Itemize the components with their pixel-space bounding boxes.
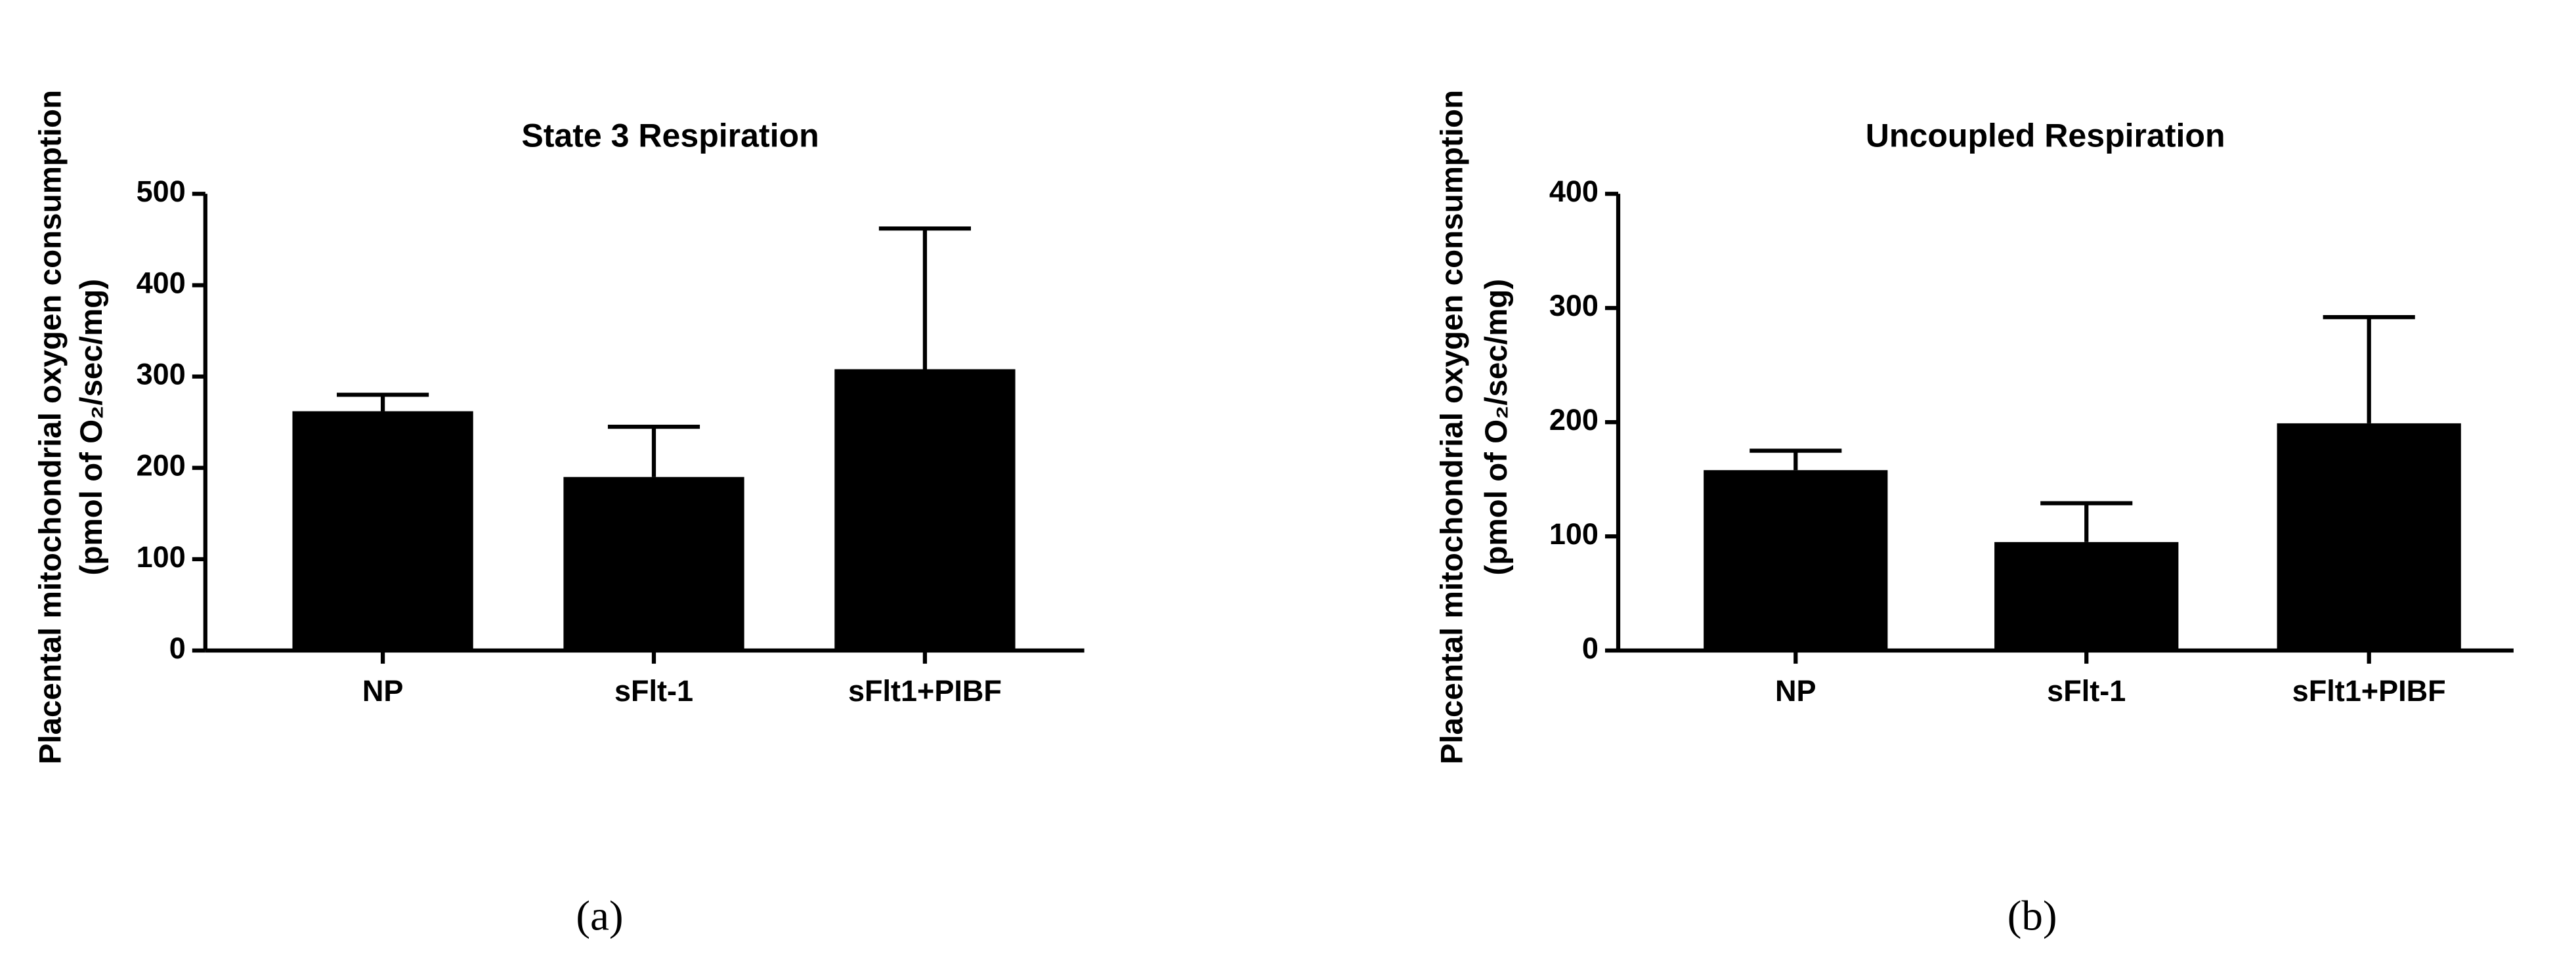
- x-tick-label: sFlt-1: [614, 674, 693, 708]
- panel-label: (b): [2007, 892, 2057, 939]
- bar: [2277, 423, 2461, 651]
- bar: [1704, 470, 1888, 651]
- x-tick-label: sFlt-1: [2047, 674, 2126, 708]
- chart-title: State 3 Respiration: [521, 117, 819, 154]
- y-axis-label: Placental mitochondrial oxygen consumpti…: [1434, 90, 1469, 764]
- x-tick-label: NP: [362, 674, 404, 708]
- y-tick-label: 400: [137, 266, 186, 299]
- y-tick-label: 500: [137, 175, 186, 208]
- bar: [1994, 542, 2179, 651]
- y-tick-label: 400: [1549, 175, 1599, 208]
- chart-title: Uncoupled Respiration: [1866, 117, 2225, 154]
- y-tick-label: 200: [1549, 403, 1599, 437]
- panel-label: (a): [576, 892, 623, 939]
- y-tick-label: 0: [1582, 631, 1599, 665]
- bar: [292, 411, 473, 651]
- y-tick-label: 300: [137, 357, 186, 391]
- y-axis-label: (pmol of O₂/sec/mg): [1479, 279, 1514, 576]
- y-axis-label: (pmol of O₂/sec/mg): [74, 279, 109, 576]
- x-tick-label: sFlt1+PIBF: [2292, 674, 2446, 708]
- x-tick-label: sFlt1+PIBF: [848, 674, 1002, 708]
- y-tick-label: 100: [137, 540, 186, 574]
- y-tick-label: 0: [169, 631, 186, 665]
- y-axis-label: Placental mitochondrial oxygen consumpti…: [33, 90, 68, 764]
- bar: [834, 369, 1016, 651]
- y-tick-label: 200: [137, 449, 186, 482]
- x-tick-label: NP: [1775, 674, 1816, 708]
- bar: [563, 477, 744, 651]
- y-tick-label: 300: [1549, 289, 1599, 322]
- y-tick-label: 100: [1549, 517, 1599, 551]
